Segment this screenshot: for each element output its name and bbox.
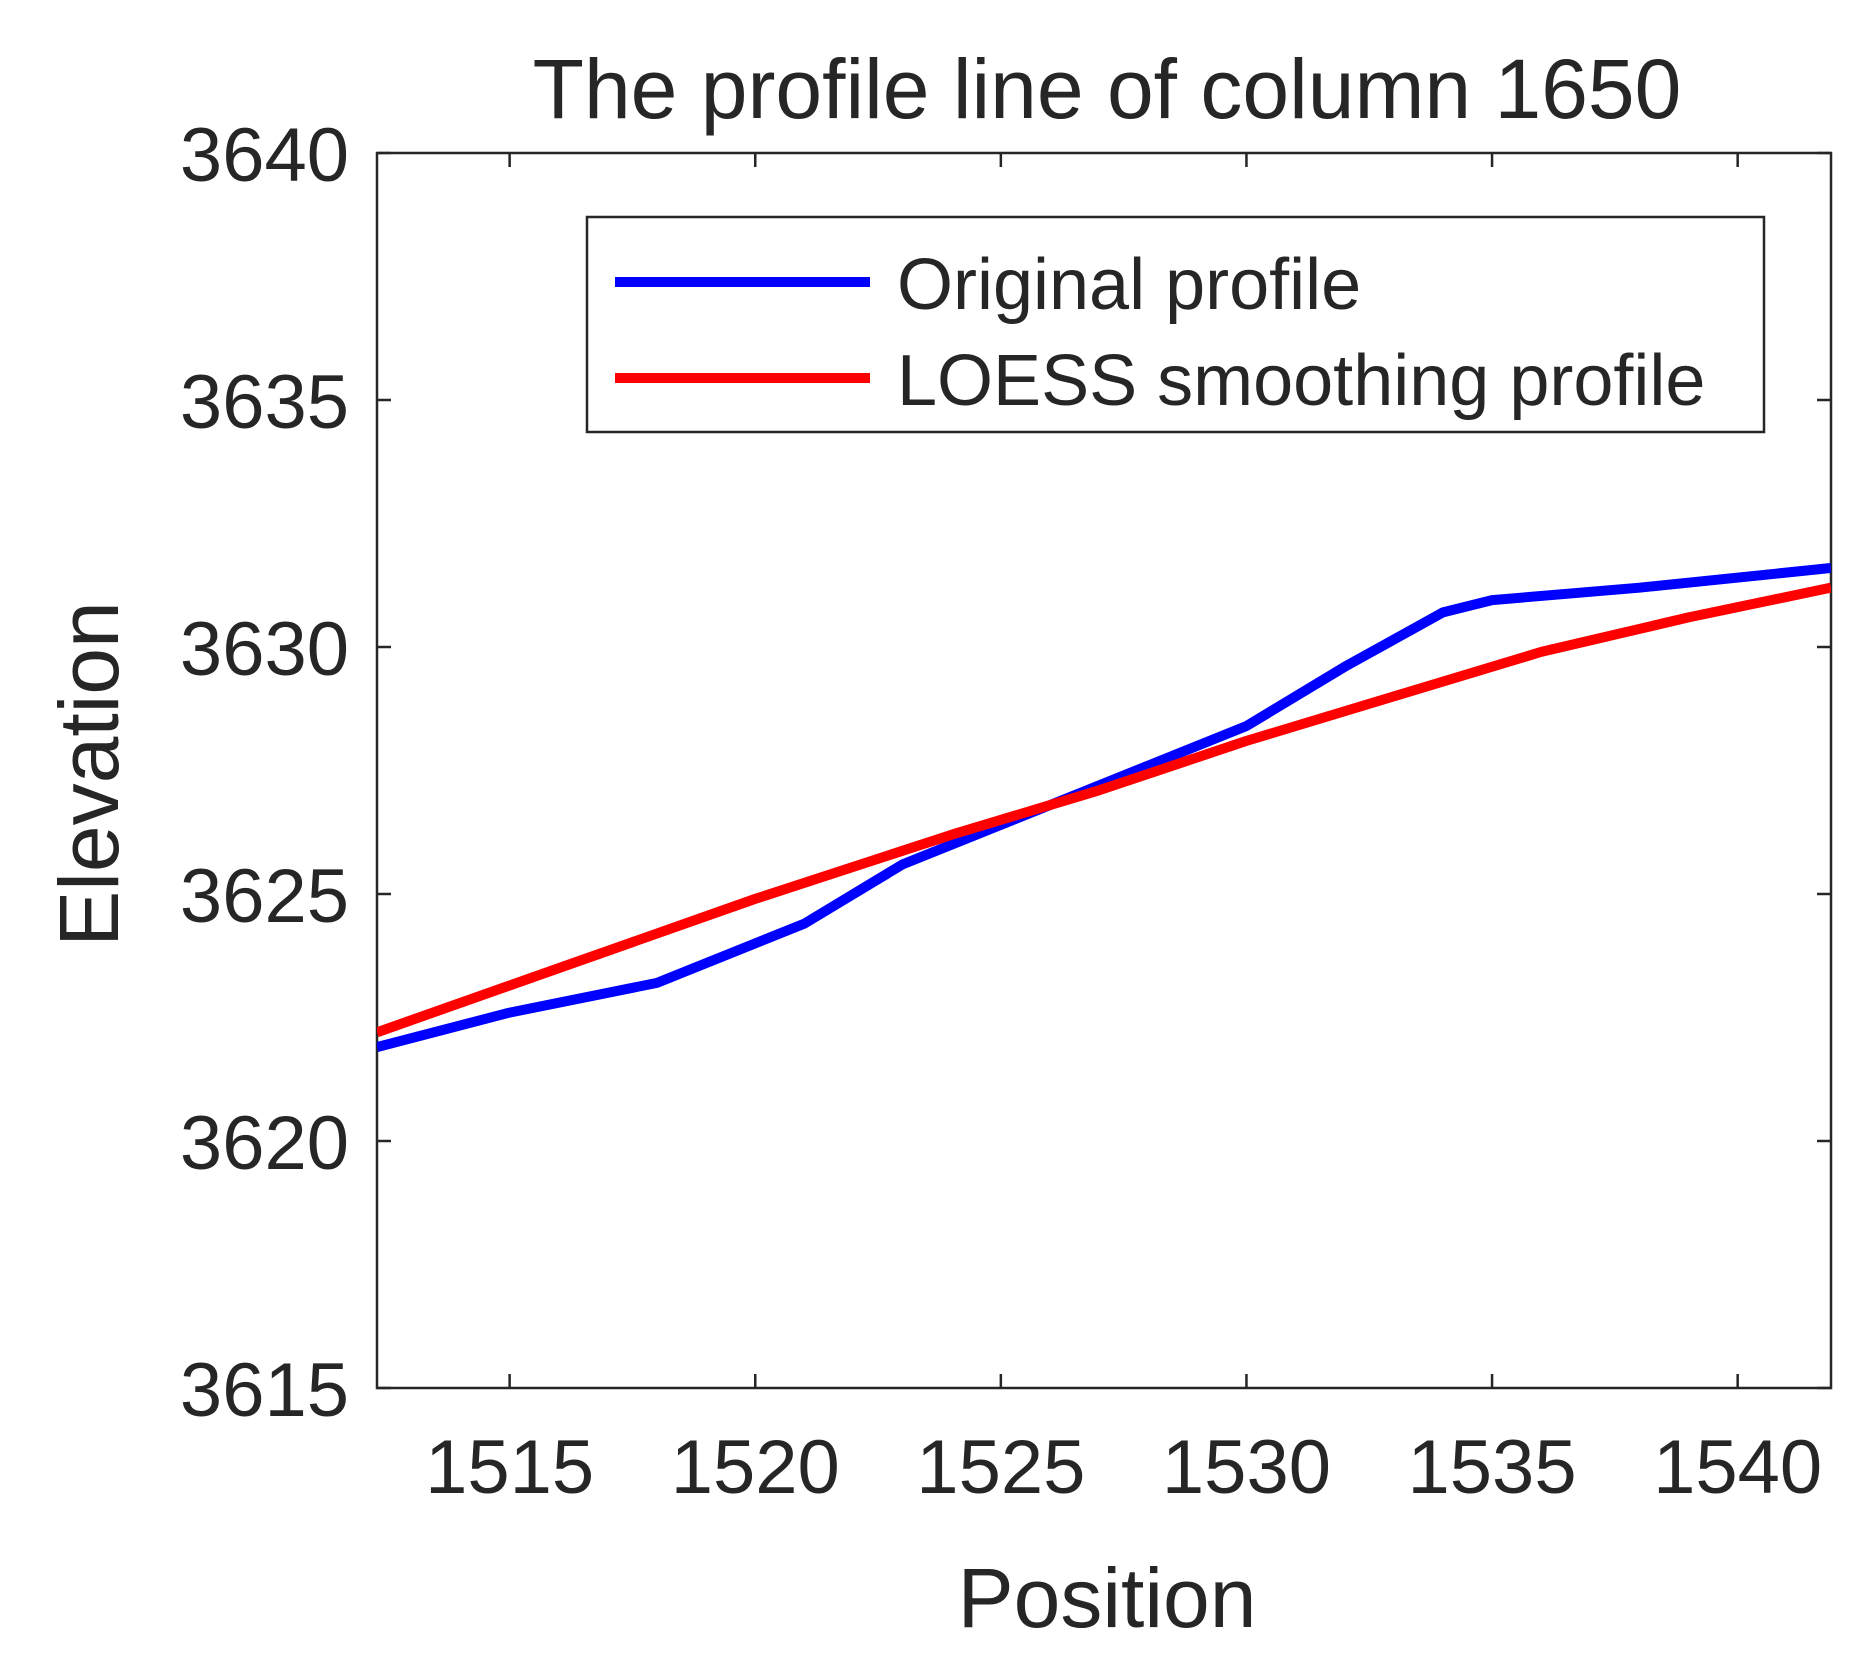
- y-axis-label: Elevation: [42, 601, 136, 947]
- y-tick-label: 3640: [180, 113, 349, 198]
- y-tick-label: 3635: [180, 360, 349, 445]
- x-tick-label: 1525: [916, 1425, 1085, 1510]
- legend-label: Original profile: [897, 245, 1361, 325]
- x-tick-label: 1520: [671, 1425, 840, 1510]
- y-tick-label: 3630: [180, 607, 349, 692]
- x-tick-label: 1540: [1653, 1425, 1822, 1510]
- axes-box: [375, 151, 1833, 1390]
- legend-label: LOESS smoothing profile: [897, 341, 1705, 421]
- legend-box: [585, 215, 1766, 434]
- x-tick-label: 1535: [1408, 1425, 1577, 1510]
- x-tick-label: 1530: [1162, 1425, 1331, 1510]
- series-line-loess: [377, 582, 1831, 1038]
- plot-area: 3615 3620 3625 3630 3635 3640 1515 1520 1525 1530…: [180, 113, 1833, 1510]
- y-tick-label: 3615: [180, 1348, 349, 1433]
- y-tick-label: 3625: [180, 854, 349, 939]
- series-line-original: [377, 563, 1831, 1052]
- y-tick-label: 3620: [180, 1101, 349, 1186]
- x-tick-label: 1515: [425, 1425, 594, 1510]
- x-axis-label: Position: [958, 1551, 1257, 1645]
- chart-title: The profile line of column 1650: [533, 42, 1682, 136]
- legend: Original profile LOESS smoothing profile: [585, 215, 1766, 434]
